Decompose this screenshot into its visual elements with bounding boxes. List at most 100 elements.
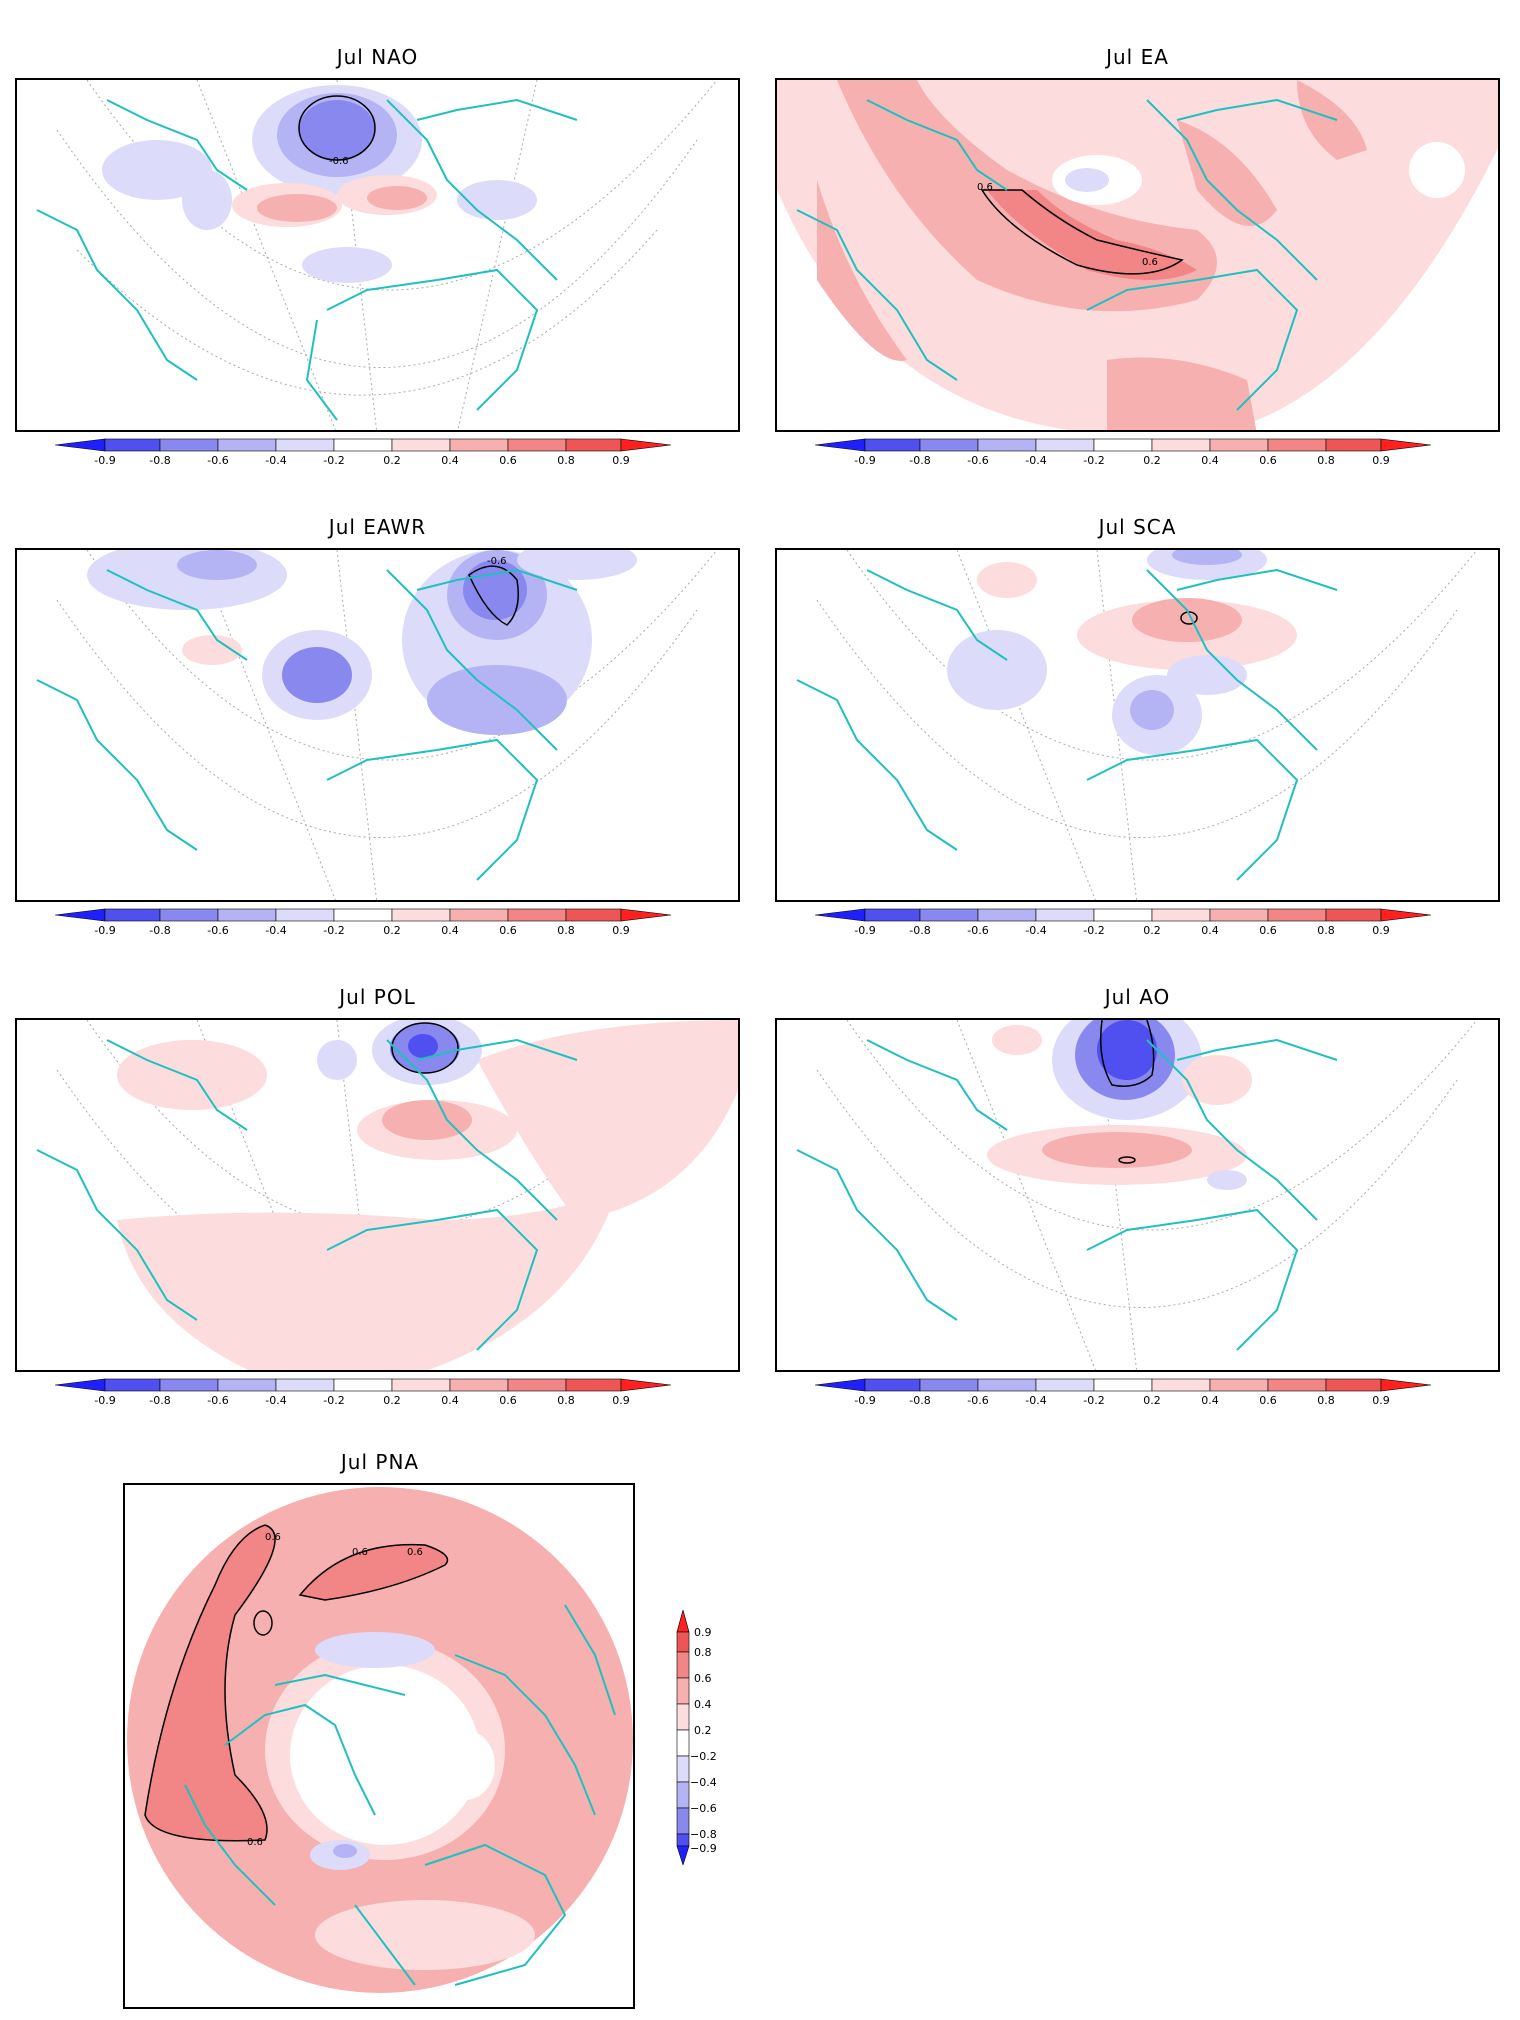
svg-text:-0.8: -0.8 [149,454,170,467]
svg-text:−0.2: −0.2 [690,1750,717,1763]
coastlines [796,98,1338,411]
map-eawr: -0.6 [36,550,718,900]
colorbar: -0.9 -0.8 -0.6 -0.4 -0.2 0.2 0.4 0.6 0.8… [815,438,1455,470]
svg-text:0.9: 0.9 [1372,1394,1390,1407]
coastlines [36,568,578,881]
colorbar-labels: -0.9 -0.8 -0.6 -0.4 -0.2 0.2 0.4 0.6 0.8… [94,1394,629,1407]
svg-text:0.4: 0.4 [1201,454,1219,467]
contour-line [980,189,1184,275]
colorbar-labels: -0.9 -0.8 -0.6 -0.4 -0.2 0.2 0.4 0.6 0.8… [854,1394,1389,1407]
panel-nao: Jul NAO -0.6 [15,40,740,470]
panel-eawr: Jul EAWR -0.6 [15,510,740,940]
map-frame: -0.6 [15,548,740,902]
svg-text:0.6: 0.6 [694,1672,712,1685]
svg-text:-0.8: -0.8 [909,924,930,937]
svg-text:0.4: 0.4 [694,1698,712,1711]
colorbar-labels: -0.9 -0.8 -0.6 -0.4 -0.2 0.2 0.4 0.6 0.8… [94,454,629,467]
map-frame: -0.6 [15,78,740,432]
svg-text:0.6: 0.6 [1259,1394,1277,1407]
map-frame [15,1018,740,1372]
svg-text:0.8: 0.8 [1317,1394,1335,1407]
contour-label: -0.6 [329,156,349,167]
colorbar: -0.9 -0.8 -0.6 -0.4 -0.2 0.2 0.4 0.6 0.8… [55,1378,695,1410]
vertical-colorbar-swatches [676,1608,690,1866]
contour-line [1100,1020,1155,1087]
grid-lines [56,80,718,430]
svg-text:-0.6: -0.6 [967,454,988,467]
contour-line [1118,1156,1136,1164]
svg-text:0.9: 0.9 [612,924,630,937]
anomaly-shading [145,1525,535,1970]
contour-line [391,1022,459,1074]
panel-title: Jul PNA [340,1450,420,1474]
svg-text:0.8: 0.8 [557,1394,575,1407]
contour-lines [144,1524,449,1842]
svg-text:0.4: 0.4 [1201,924,1219,937]
svg-text:−0.6: −0.6 [690,1802,717,1815]
anomaly-shading [947,550,1297,755]
svg-text:0.8: 0.8 [557,454,575,467]
colorbar-labels: -0.9 -0.8 -0.6 -0.4 -0.2 0.2 0.4 0.6 0.8… [854,454,1389,467]
grid-lines [816,550,1478,900]
svg-text:-0.4: -0.4 [1025,454,1046,467]
coastlines [184,1604,616,1986]
contour-line [468,565,519,626]
svg-text:-0.9: -0.9 [854,924,875,937]
panel-pna: Jul PNA 0.6 0.6 0.6 0.6 [120,1445,640,2015]
svg-text:0.6: 0.6 [499,454,517,467]
svg-text:-0.4: -0.4 [265,1394,286,1407]
panel-title: Jul AO [1104,985,1171,1009]
svg-text:0.8: 0.8 [557,924,575,937]
svg-text:-0.2: -0.2 [323,924,344,937]
svg-text:-0.9: -0.9 [94,454,115,467]
svg-text:-0.2: -0.2 [1083,1394,1104,1407]
svg-text:-0.8: -0.8 [909,454,930,467]
svg-text:-0.2: -0.2 [1083,924,1104,937]
anomaly-shading [117,1020,738,1370]
svg-text:-0.6: -0.6 [967,924,988,937]
svg-text:0.2: 0.2 [1143,924,1161,937]
grid-lines [816,1020,1478,1370]
coastlines [796,1038,1338,1351]
anomaly-shading [817,80,1465,430]
svg-text:-0.6: -0.6 [967,1394,988,1407]
contour-label: 0.6 [977,182,993,193]
svg-text:-0.9: -0.9 [854,454,875,467]
svg-text:−0.4: −0.4 [690,1776,717,1789]
svg-text:0.8: 0.8 [694,1646,712,1659]
map-nao: -0.6 [36,80,718,430]
svg-text:0.9: 0.9 [694,1626,712,1639]
map-pna: 0.6 0.6 0.6 0.6 [127,1487,633,1993]
svg-text:0.6: 0.6 [499,1394,517,1407]
svg-text:0.2: 0.2 [383,454,401,467]
svg-text:0.6: 0.6 [1259,454,1277,467]
svg-text:0.9: 0.9 [612,1394,630,1407]
svg-text:-0.2: -0.2 [323,454,344,467]
colorbar-swatches [815,908,1432,922]
panel-title: Jul SCA [1098,515,1177,539]
map-ao [796,1020,1478,1370]
contour-label: -0.6 [487,556,507,567]
svg-text:0.9: 0.9 [1372,924,1390,937]
svg-text:0.4: 0.4 [441,924,459,937]
anomaly-shading [87,550,637,735]
svg-text:-0.4: -0.4 [265,924,286,937]
colorbar-swatches [55,438,672,452]
colorbar: -0.9 -0.8 -0.6 -0.4 -0.2 0.2 0.4 0.6 0.8… [55,908,695,940]
colorbar-swatches [55,1378,672,1392]
panel-title: Jul EA [1106,45,1169,69]
map-frame: 0.6 0.6 [775,78,1500,432]
svg-text:-0.6: -0.6 [207,924,228,937]
vertical-colorbar: 0.9 0.8 0.6 0.4 0.2 −0.2 −0.4 −0.6 −0.8 … [670,1608,740,1866]
svg-text:-0.4: -0.4 [1025,924,1046,937]
anomaly-shading [987,1020,1252,1190]
svg-text:0.2: 0.2 [1143,454,1161,467]
colorbar-swatches [815,438,1432,452]
panel-title: Jul EAWR [328,515,427,539]
colorbar-labels: -0.9 -0.8 -0.6 -0.4 -0.2 0.2 0.4 0.6 0.8… [94,924,629,937]
colorbar: -0.9 -0.8 -0.6 -0.4 -0.2 0.2 0.4 0.6 0.8… [55,438,695,470]
map-frame [775,1018,1500,1372]
coastlines [36,98,578,421]
svg-text:-0.2: -0.2 [1083,454,1104,467]
panel-pol: Jul POL [15,980,740,1410]
